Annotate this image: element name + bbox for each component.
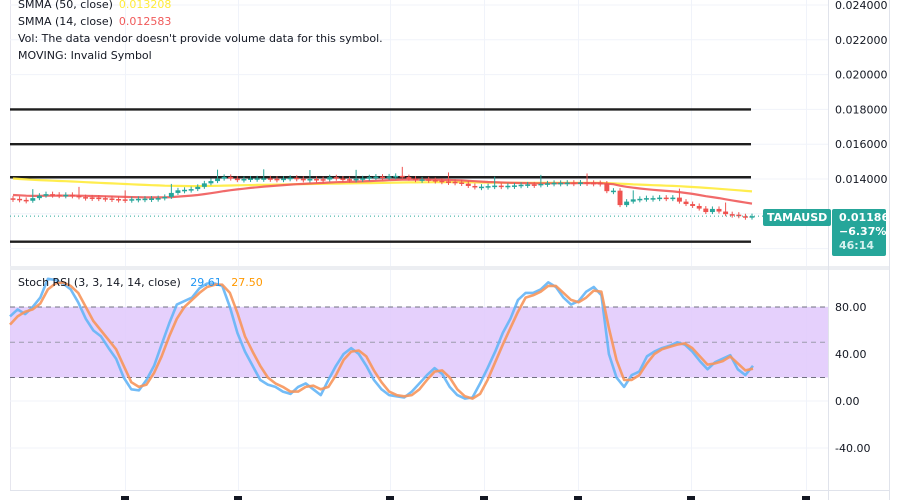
price-change: −6.37% — [839, 225, 887, 238]
stoch-d-value: 27.50 — [231, 276, 263, 289]
stoch-axis[interactable]: 80.00 40.00 0.00 -40.00 — [835, 301, 870, 455]
price-axis-label: 0.018000 — [835, 103, 888, 116]
vertical-gridlines — [125, 0, 807, 490]
stoch-label: Stoch RSI (3, 3, 14, 14, close) — [18, 276, 181, 289]
smma50-value: 0.013208 — [118, 0, 172, 11]
symbol-tag[interactable]: TAMAUSD — [763, 209, 832, 226]
stoch-axis-label: 0.00 — [835, 395, 860, 408]
stoch-band — [10, 306, 828, 378]
stoch-pane[interactable] — [10, 270, 828, 490]
price-axis-label: 0.020000 — [835, 69, 888, 82]
stoch-k-value: 29.61 — [190, 276, 222, 289]
stoch-axis-label: 80.00 — [835, 301, 867, 314]
bar-countdown: 46:14 — [839, 239, 875, 252]
smma50-line[interactable] — [12, 177, 753, 193]
stoch-axis-label: -40.00 — [835, 442, 870, 455]
price-axis[interactable]: 0.024000 0.022000 0.020000 0.018000 0.016000… — [835, 0, 888, 186]
price-axis-label: 0.016000 — [835, 138, 888, 151]
stoch-axis-label: 40.00 — [835, 348, 867, 361]
stoch-rsi-lines[interactable] — [9, 277, 755, 400]
price-axis-label: 0.024000 — [835, 0, 888, 12]
stoch-legend[interactable]: Stoch RSI (3, 3, 14, 14, close) 29.61 27… — [18, 276, 263, 289]
time-axis[interactable] — [121, 496, 810, 500]
smma14-value: 0.012583 — [118, 15, 172, 28]
legend-moving[interactable]: MOVING: Invalid Symbol — [18, 49, 152, 62]
stoch-d-line[interactable] — [9, 281, 754, 400]
candlestick-series[interactable] — [10, 166, 755, 220]
pane-separator[interactable] — [10, 266, 890, 270]
legend-smma14[interactable]: SMMA (14, close) 0.012583 — [18, 15, 172, 28]
smma14-line[interactable] — [12, 178, 753, 205]
last-price-tag[interactable]: 0.011863 −6.37% 46:14 — [832, 209, 897, 256]
legend-volume[interactable]: Vol: The data vendor doesn't provide vol… — [18, 32, 383, 45]
price-legend: SMMA (50, close) 0.013208 SMMA (14, close… — [18, 0, 383, 64]
legend-smma50[interactable]: SMMA (50, close) 0.013208 — [18, 0, 172, 11]
price-axis-label: 0.014000 — [835, 173, 888, 186]
price-axis-label: 0.022000 — [835, 34, 888, 47]
last-price: 0.011863 — [839, 211, 897, 224]
